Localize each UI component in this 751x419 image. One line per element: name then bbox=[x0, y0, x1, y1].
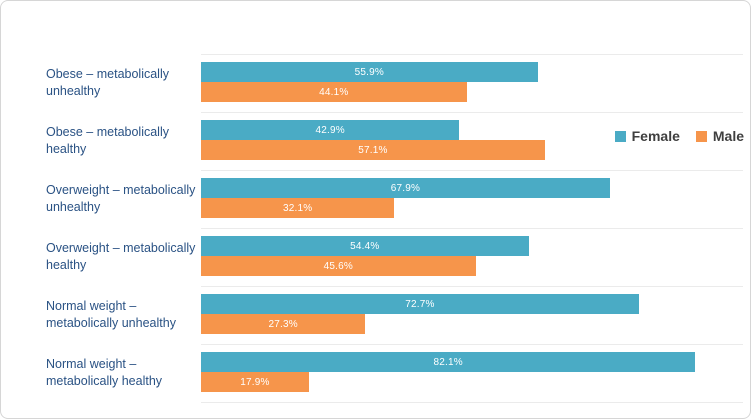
legend-label: Female bbox=[631, 128, 680, 144]
bar-female: 82.1% bbox=[201, 352, 696, 372]
category-label: Obese – metabolically unhealthy bbox=[46, 67, 169, 98]
category-label: Overweight – metabolically healthy bbox=[46, 241, 196, 272]
bar-value-label: 27.3% bbox=[268, 318, 298, 330]
category-row: 67.9% 32.1% bbox=[201, 170, 743, 228]
bar-male: 17.9% bbox=[201, 372, 309, 392]
bar-female: 55.9% bbox=[201, 62, 538, 82]
bar-value-label: 72.7% bbox=[405, 298, 435, 310]
bar-female: 42.9% bbox=[201, 120, 460, 140]
bar-value-label: 55.9% bbox=[354, 66, 384, 78]
bar-female: 54.4% bbox=[201, 236, 529, 256]
category-label: Normal weight – metabolically unhealthy bbox=[46, 299, 176, 330]
bar-male: 44.1% bbox=[201, 82, 467, 102]
bar-female: 72.7% bbox=[201, 294, 639, 314]
bar-value-label: 67.9% bbox=[390, 182, 421, 194]
legend-swatch-icon bbox=[614, 130, 626, 142]
plot-area: 55.9% 44.1% 42.9% 57.1% 67.9% 32.1% 54.4% 45.6%… bbox=[201, 54, 743, 403]
bar-value-label: 45.6% bbox=[323, 260, 353, 272]
legend-swatch-icon bbox=[695, 130, 707, 142]
bar-male: 57.1% bbox=[201, 140, 545, 160]
legend: Female Male bbox=[614, 128, 744, 144]
legend-label: Male bbox=[712, 128, 744, 144]
bar-male: 32.1% bbox=[201, 198, 395, 218]
legend-item-female: Female bbox=[614, 128, 680, 144]
bar-value-label: 42.9% bbox=[315, 124, 345, 136]
category-row: 55.9% 44.1% bbox=[201, 54, 743, 112]
category-label: Overweight – metabolically unhealthy bbox=[46, 183, 196, 214]
bar-value-label: 17.9% bbox=[240, 376, 270, 388]
bar-value-label: 82.1% bbox=[433, 356, 463, 368]
bar-value-label: 54.4% bbox=[350, 240, 380, 252]
category-row: 42.9% 57.1% bbox=[201, 112, 743, 170]
category-row: 54.4% 45.6% bbox=[201, 228, 743, 286]
legend-item-male: Male bbox=[695, 128, 744, 144]
bar-female: 67.9% bbox=[201, 178, 610, 198]
bar-value-label: 32.1% bbox=[282, 202, 313, 214]
category-label: Normal weight – metabolically healthy bbox=[46, 357, 163, 388]
category-row: 82.1% 17.9% bbox=[201, 344, 743, 402]
bar-value-label: 57.1% bbox=[358, 144, 388, 156]
bar-male: 45.6% bbox=[201, 256, 476, 276]
category-axis: Obese – metabolically unhealthy Obese – m… bbox=[46, 54, 201, 402]
category-row: 72.7% 27.3% bbox=[201, 286, 743, 344]
category-label: Obese – metabolically healthy bbox=[46, 125, 169, 156]
bar-male: 27.3% bbox=[201, 314, 366, 334]
bar-value-label: 44.1% bbox=[319, 86, 349, 98]
